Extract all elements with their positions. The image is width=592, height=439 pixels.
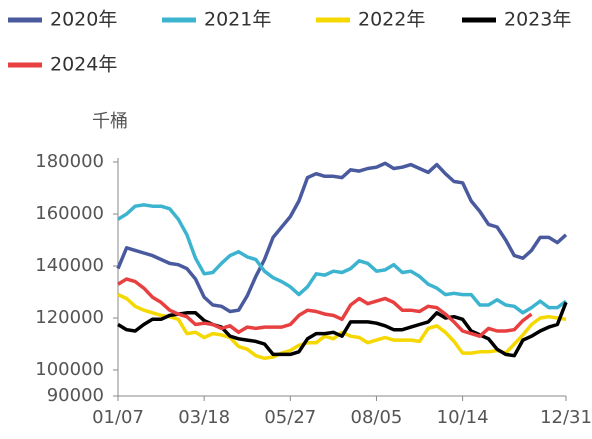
legend-label: 2020年 [50,9,117,31]
y-axis-label: 千桶 [92,111,128,132]
y-tick-label: 120000 [35,307,104,328]
legend-label: 2022年 [358,9,425,31]
y-tick-label: 100000 [35,359,104,380]
series-line [117,301,568,358]
legend-label: 2021年 [204,9,271,31]
series-line [117,203,568,315]
series-line [117,277,533,338]
y-tick-label: 180000 [35,151,104,172]
x-tick-label: 12/31 [540,407,592,428]
y-tick-label: 90000 [47,385,104,406]
y-tick-label: 160000 [35,203,104,224]
x-tick-label: 05/27 [264,407,316,428]
x-tick-label: 03/18 [178,407,230,428]
x-tick-label: 01/07 [92,407,144,428]
series-line [117,293,567,361]
x-tick-label: 08/05 [351,407,403,428]
x-tick-label: 10/14 [437,407,489,428]
legend-label: 2024年 [50,54,117,76]
series-line [116,161,568,314]
legend-label: 2023年 [504,9,571,31]
y-tick-label: 140000 [35,255,104,276]
